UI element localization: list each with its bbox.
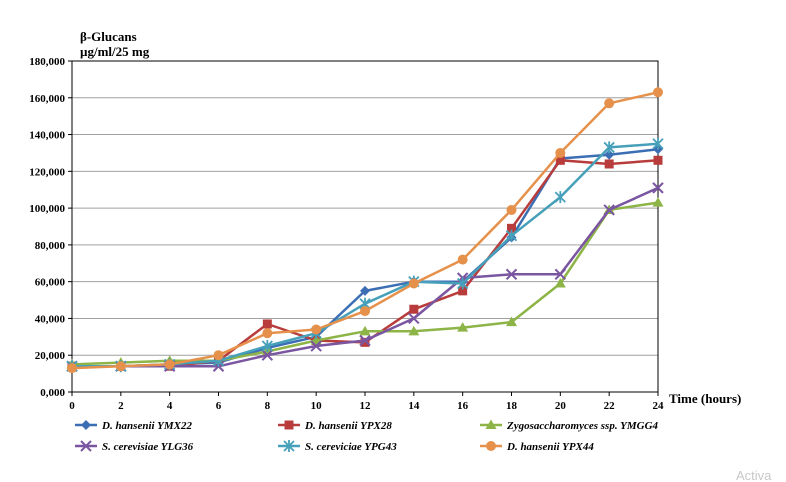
data-point xyxy=(458,286,468,296)
x-tick-label: 24 xyxy=(653,400,665,412)
data-point xyxy=(310,340,322,352)
y-tick-label: 20,000 xyxy=(35,350,66,362)
y-tick-label: 120,000 xyxy=(29,166,65,178)
data-point xyxy=(652,182,664,194)
legend-item: Zygosaccharomyces ssp. YMGG4 xyxy=(480,419,659,432)
y-tick-labels: 0,000 20,000 40,000 60,000 80,000 100,000 120,… xyxy=(29,56,65,399)
data-point xyxy=(505,229,518,242)
legend-swatch-marker xyxy=(284,420,294,430)
data-point xyxy=(652,197,664,207)
data-point xyxy=(311,324,322,335)
data-point xyxy=(506,204,517,215)
x-tick-label: 18 xyxy=(506,400,518,412)
series-6 xyxy=(67,87,663,374)
x-tick-label: 4 xyxy=(167,400,173,412)
data-point xyxy=(408,312,420,325)
y-tick-label: 0,000 xyxy=(40,387,65,399)
legend-item: D. hansenii YMX22 xyxy=(75,420,192,432)
data-point xyxy=(359,325,371,336)
y-axis-label-line1: β-Glucans xyxy=(80,29,137,44)
legend-swatch-marker xyxy=(486,441,496,451)
data-point xyxy=(555,147,566,158)
x-tick-label: 16 xyxy=(457,400,469,412)
data-point xyxy=(506,316,517,327)
data-point xyxy=(653,155,663,165)
data-point xyxy=(457,254,468,265)
data-point xyxy=(261,340,273,353)
y-tick-label: 180,000 xyxy=(29,56,65,68)
legend-label: S. cereviciae YPG43 xyxy=(305,441,397,453)
y-axis-label-line2: µg/ml/25 mg xyxy=(80,44,150,59)
y-tick-label: 60,000 xyxy=(35,277,66,289)
data-point xyxy=(115,361,126,372)
data-point xyxy=(408,325,420,336)
data-point xyxy=(604,149,615,160)
x-tick-label: 8 xyxy=(265,400,271,412)
legend-label: Zygosaccharomyces ssp. YMGG4 xyxy=(506,420,659,432)
y-tick-label: 40,000 xyxy=(35,313,66,325)
x-tick-label: 10 xyxy=(311,400,323,412)
y-tick-label: 100,000 xyxy=(29,203,65,215)
data-point xyxy=(261,349,274,361)
x-tick-label: 20 xyxy=(555,400,567,412)
data-point xyxy=(555,155,565,165)
data-point xyxy=(604,159,614,169)
x-tick-labels: 0 2 4 6 8 10 12 14 16 18 20 22 24 xyxy=(69,400,664,412)
y-tick-label: 160,000 xyxy=(29,93,65,105)
legend-swatch-marker xyxy=(283,440,295,452)
data-point xyxy=(505,268,518,281)
data-point xyxy=(554,268,567,281)
data-point xyxy=(409,304,419,314)
data-point xyxy=(262,328,273,339)
legend-item: S. cereviciae YPG43 xyxy=(278,440,397,453)
data-point xyxy=(604,98,615,109)
legend-swatch-marker xyxy=(80,440,92,452)
data-point xyxy=(507,223,516,233)
data-point xyxy=(67,363,77,374)
data-point xyxy=(262,319,272,329)
legend-swatch-marker xyxy=(81,420,91,430)
data-point xyxy=(360,337,370,347)
x-tick-label: 22 xyxy=(604,400,616,412)
data-point xyxy=(360,306,370,317)
x-axis-label: Time (hours) xyxy=(669,391,741,406)
watermark-text: Activa xyxy=(736,468,772,482)
legend-item: D. hansenii YPX44 xyxy=(480,441,594,453)
data-point xyxy=(457,322,469,332)
legend-label: D. hansenii YPX44 xyxy=(506,441,594,453)
data-point xyxy=(359,334,371,347)
x-tick-label: 0 xyxy=(69,400,75,412)
y-tick-label: 140,000 xyxy=(29,130,65,142)
data-point xyxy=(603,141,615,154)
legend-item: D. hansenii YPX28 xyxy=(278,420,392,432)
data-point xyxy=(408,278,419,289)
y-tick-label: 80,000 xyxy=(35,240,66,252)
data-point xyxy=(653,87,663,98)
data-point xyxy=(603,204,615,216)
series-group xyxy=(66,87,664,374)
data-point xyxy=(457,277,469,290)
x-tick-label: 12 xyxy=(360,400,372,412)
data-point xyxy=(554,191,566,204)
legend-label: D. hansenii YPX28 xyxy=(304,420,392,432)
data-point xyxy=(652,137,664,150)
legend-swatch-marker xyxy=(485,419,497,429)
legend-label: D. hansenii YMX22 xyxy=(101,420,192,432)
x-tick-label: 14 xyxy=(408,400,420,412)
legend-item: S. cerevisiae YLG36 xyxy=(75,440,194,453)
x-tick-label: 2 xyxy=(118,400,124,412)
axes xyxy=(71,60,659,396)
legend: D. hansenii YMX22 D. hansenii YPX28 Zygosa… xyxy=(75,419,659,453)
data-point xyxy=(164,359,175,370)
data-point xyxy=(360,285,370,296)
legend-label: S. cerevisiae YLG36 xyxy=(102,441,194,453)
x-tick-label: 6 xyxy=(216,400,222,412)
data-point xyxy=(213,350,224,361)
data-point xyxy=(554,278,566,288)
